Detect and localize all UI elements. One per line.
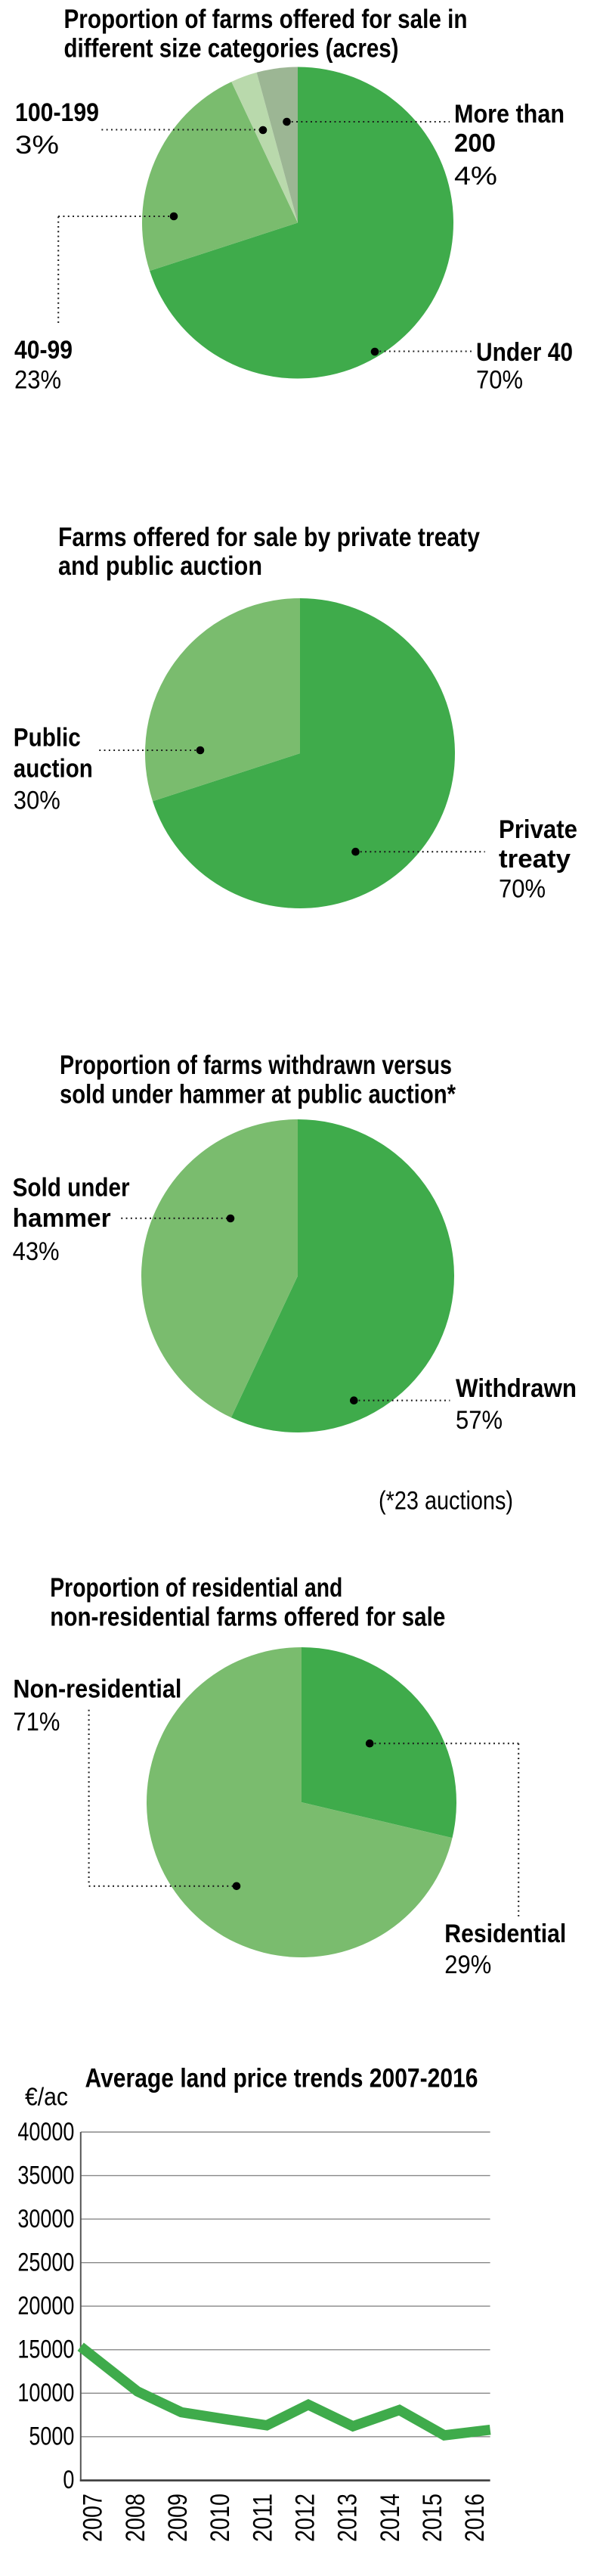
svg-text:2014: 2014 bbox=[376, 2494, 405, 2542]
svg-text:20000: 20000 bbox=[17, 2292, 74, 2320]
svg-text:treaty: treaty bbox=[499, 845, 571, 874]
svg-text:15000: 15000 bbox=[17, 2335, 74, 2364]
svg-text:10000: 10000 bbox=[17, 2379, 74, 2407]
svg-text:2008: 2008 bbox=[121, 2494, 150, 2542]
svg-text:Private: Private bbox=[499, 815, 577, 844]
svg-text:Residential: Residential bbox=[444, 1920, 566, 1948]
svg-text:and public auction: and public auction bbox=[58, 551, 262, 581]
svg-text:2010: 2010 bbox=[206, 2494, 235, 2542]
svg-text:Proportion of residential and: Proportion of residential and bbox=[50, 1572, 342, 1603]
svg-text:70%: 70% bbox=[499, 874, 546, 903]
svg-text:Under 40: Under 40 bbox=[476, 338, 573, 367]
svg-text:4%: 4% bbox=[454, 162, 497, 191]
svg-text:Average land price trends 2007: Average land price trends 2007-2016 bbox=[85, 2063, 478, 2093]
svg-text:200: 200 bbox=[454, 129, 496, 157]
svg-text:Proportion of farms withdrawn: Proportion of farms withdrawn versus bbox=[60, 1050, 452, 1080]
svg-text:2013: 2013 bbox=[333, 2494, 363, 2542]
svg-text:100-199: 100-199 bbox=[15, 98, 99, 127]
svg-text:auction: auction bbox=[14, 754, 93, 783]
svg-text:€/ac: €/ac bbox=[25, 2083, 68, 2111]
svg-text:2009: 2009 bbox=[163, 2494, 193, 2542]
svg-text:Non-residential: Non-residential bbox=[13, 1675, 181, 1704]
svg-text:different size categories (acr: different size categories (acres) bbox=[64, 33, 399, 64]
svg-text:2015: 2015 bbox=[418, 2494, 447, 2542]
svg-text:non-residential farms offered: non-residential farms offered for sale bbox=[50, 1601, 445, 1631]
svg-text:(*23 auctions): (*23 auctions) bbox=[379, 1486, 513, 1515]
svg-text:2016: 2016 bbox=[460, 2494, 490, 2542]
svg-text:2012: 2012 bbox=[291, 2494, 320, 2542]
svg-text:Public: Public bbox=[14, 724, 81, 753]
svg-text:40-99: 40-99 bbox=[14, 336, 73, 365]
svg-text:57%: 57% bbox=[456, 1406, 503, 1435]
svg-text:Sold under: Sold under bbox=[13, 1174, 130, 1203]
svg-text:43%: 43% bbox=[13, 1237, 60, 1266]
svg-text:70%: 70% bbox=[476, 366, 523, 395]
svg-text:Proportion of farms offered fo: Proportion of farms offered for sale in bbox=[64, 4, 468, 34]
svg-text:More than: More than bbox=[454, 100, 565, 129]
svg-text:Withdrawn: Withdrawn bbox=[456, 1374, 577, 1403]
svg-text:29%: 29% bbox=[444, 1951, 491, 1979]
svg-text:30000: 30000 bbox=[17, 2205, 74, 2233]
svg-text:Farms offered for sale by priv: Farms offered for sale by private treaty bbox=[58, 522, 480, 552]
svg-text:3%: 3% bbox=[15, 131, 59, 160]
svg-text:30%: 30% bbox=[14, 787, 60, 815]
svg-text:23%: 23% bbox=[14, 366, 61, 395]
svg-text:71%: 71% bbox=[13, 1708, 60, 1736]
svg-text:40000: 40000 bbox=[17, 2118, 74, 2146]
svg-text:5000: 5000 bbox=[29, 2422, 74, 2451]
svg-text:2011: 2011 bbox=[248, 2494, 277, 2542]
svg-text:35000: 35000 bbox=[17, 2161, 74, 2190]
svg-text:sold under hammer at public au: sold under hammer at public auction* bbox=[60, 1079, 456, 1109]
svg-text:0: 0 bbox=[63, 2466, 74, 2494]
svg-text:2007: 2007 bbox=[79, 2494, 108, 2542]
svg-text:hammer: hammer bbox=[13, 1204, 111, 1233]
svg-text:25000: 25000 bbox=[17, 2248, 74, 2277]
